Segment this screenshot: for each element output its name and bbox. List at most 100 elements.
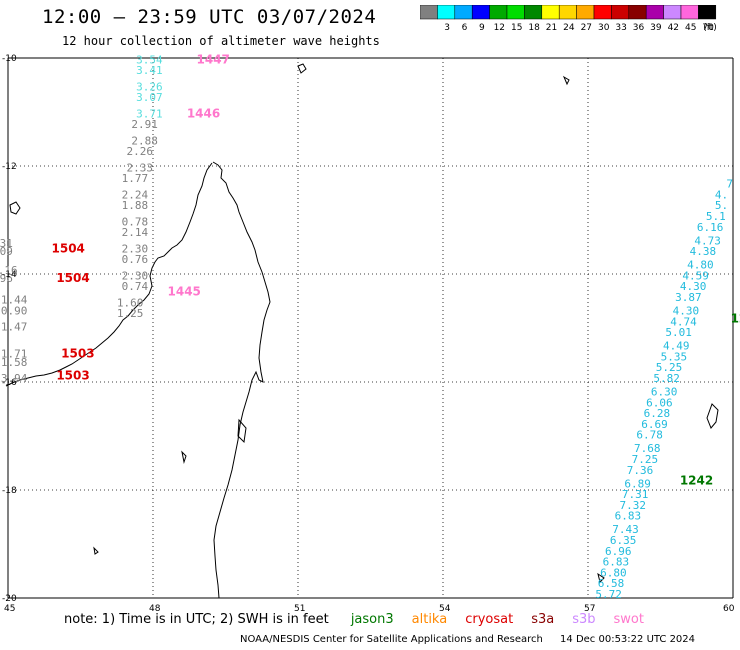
wave-height-value: 4.30	[673, 305, 700, 318]
wave-height-value: 7.31	[622, 488, 649, 501]
legend-swatch	[611, 5, 630, 20]
wave-height-value: 6.78	[636, 429, 663, 442]
madagascar-west-coast	[5, 162, 213, 387]
wave-height-value: 6.28	[644, 407, 671, 420]
coastline	[5, 63, 719, 599]
lat-tick-label: -16	[2, 378, 17, 388]
lat-tick-label: -18	[2, 486, 17, 496]
wave-height-value: 2.88	[131, 134, 158, 147]
wave-height-value: 1.44	[1, 294, 28, 307]
legend-swatch	[628, 5, 647, 20]
wave-height-value: 7.32	[620, 499, 647, 512]
islet-6	[181, 450, 187, 464]
wave-height-value: 0.76	[122, 253, 149, 266]
wave-height-value: 4.73	[694, 234, 721, 247]
wave-height-value: 4.74	[670, 315, 697, 328]
wave-height-value: 3.94	[1, 372, 28, 385]
legend-label: 9	[479, 23, 485, 33]
legend-swatch	[558, 5, 577, 20]
wave-height-value: 6.83	[615, 510, 642, 523]
legend-label: 39	[650, 23, 662, 33]
wave-height-value: 6.83	[603, 556, 630, 569]
madagascar-coast	[212, 161, 271, 599]
lat-tick-label: -10	[2, 54, 17, 64]
pass-number: 12	[731, 312, 740, 326]
satellite-cryosat: cryosat	[465, 612, 514, 627]
wave-height-value: 2.09	[0, 245, 13, 258]
satellite-s3b: s3b	[572, 612, 596, 627]
legend-label: 24	[563, 23, 575, 33]
wave-height-value: 1.47	[1, 321, 28, 334]
wave-height-value: 5.	[715, 199, 728, 212]
wave-height-value: 1.71	[1, 348, 28, 361]
credit-org: NOAA/NESDIS Center for Satellite Applica…	[240, 634, 543, 645]
islet-4	[706, 403, 719, 429]
wave-height-value: 2.96	[0, 272, 13, 285]
satellite-s3a: s3a	[531, 612, 555, 627]
legend-swatch	[420, 5, 438, 20]
legend-label: 6	[462, 23, 468, 33]
legend-label: 70	[702, 23, 714, 33]
wave-height-value: 2.24	[122, 188, 149, 201]
lat-lon-grid	[7, 57, 734, 599]
legend-label: 21	[546, 23, 557, 33]
wave-height-value: 0.90	[1, 305, 28, 318]
legend-label: 27	[581, 23, 592, 33]
satellite-swot: swot	[613, 612, 644, 627]
legend-swatch	[698, 5, 717, 20]
wave-height-value: 1.88	[122, 199, 149, 212]
map-title: 12:00 – 23:59 UTC 03/07/2024	[42, 6, 377, 28]
legend-label: 15	[511, 23, 522, 33]
wave-height-value: 2.33	[127, 161, 154, 174]
legend-label: 42	[668, 23, 679, 33]
wave-height-value: 2.30	[122, 242, 149, 255]
pass-number: 1503	[61, 347, 94, 361]
pass-number: 1445	[168, 285, 201, 299]
wave-height-value: 2.26	[127, 145, 154, 158]
wave-height-value: 2.14	[122, 226, 149, 239]
wave-height-value: 7.68	[634, 442, 661, 455]
legend-swatch	[437, 5, 456, 20]
wave-height-value: 7.25	[632, 453, 659, 466]
wave-height-value: 1.60	[117, 296, 144, 309]
legend-swatch	[593, 5, 612, 20]
wave-height-value: 1.25	[117, 307, 144, 320]
footer-note: note: 1) Time is in UTC; 2) SWH is in fe…	[64, 612, 644, 627]
wave-height-value: 6.16	[697, 221, 724, 234]
wave-height-value: 1.58	[1, 356, 28, 369]
islet-1	[9, 201, 21, 215]
note-text: note: 1) Time is in UTC; 2) SWH is in fe…	[64, 612, 329, 627]
wave-height-value: 3.26	[136, 80, 163, 93]
wave-height-value: 3.71	[136, 107, 163, 120]
legend-swatch	[471, 5, 490, 20]
satellite-jason3: jason3	[350, 612, 394, 627]
legend-label: 3	[444, 23, 450, 33]
wave-height-value: 5.01	[665, 326, 692, 339]
wave-height-value: 3.41	[136, 64, 163, 77]
satellite-legend: jason3 altika cryosat s3a s3b swot	[333, 612, 644, 627]
wave-height-value: 6.30	[651, 386, 678, 399]
wave-height-value: 3.87	[675, 291, 702, 304]
wave-height-value: 4.	[715, 188, 728, 201]
wave-height-value: 7	[726, 178, 733, 191]
legend-label: 45	[685, 23, 696, 33]
wave-height-value: 2.91	[131, 118, 158, 131]
wave-height-value: 2.16	[0, 264, 18, 277]
legend-swatch	[506, 5, 525, 20]
wave-height-value: 6.35	[610, 534, 637, 547]
wave-height-value: 7.43	[612, 523, 639, 536]
lat-tick-label: -12	[2, 162, 17, 172]
satellite-altika: altika	[411, 612, 448, 627]
credit-line: NOAA/NESDIS Center for Satellite Applica…	[240, 634, 695, 645]
islet-7	[93, 546, 99, 555]
legend-swatch	[489, 5, 508, 20]
legend-label: 33	[615, 23, 626, 33]
wave-height-value: 6.96	[605, 545, 632, 558]
legend-label: 12	[494, 23, 505, 33]
wave-height-value: 3.07	[136, 91, 163, 104]
pass-number: 1504	[52, 241, 85, 255]
wave-height-value: 5.72	[595, 588, 622, 601]
lon-tick-label: 57	[584, 604, 595, 614]
